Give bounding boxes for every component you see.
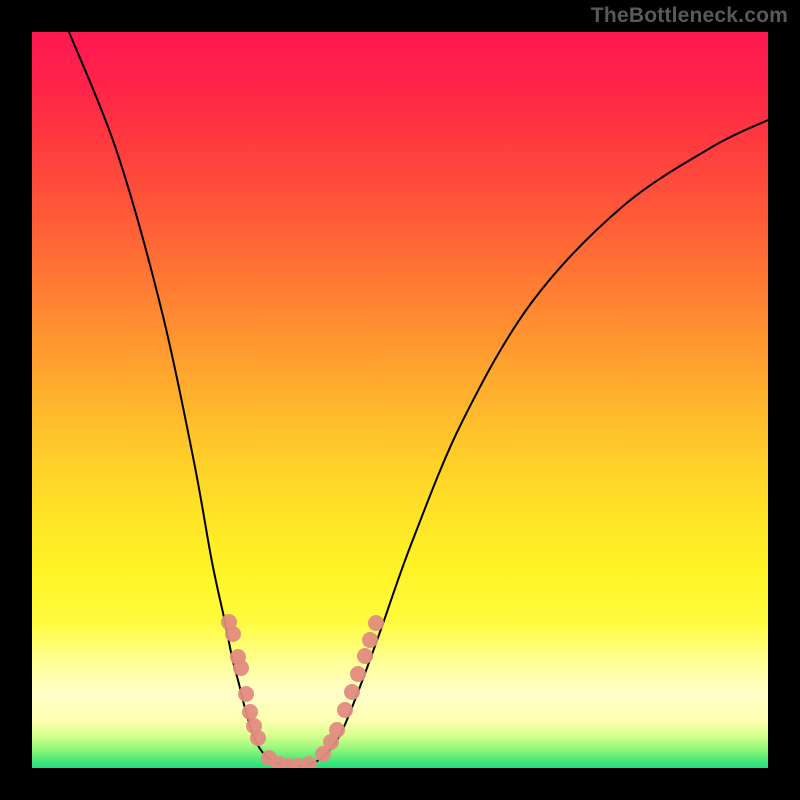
marker-point [344,684,360,700]
outer-frame: TheBottleneck.com [0,0,800,800]
marker-point [368,615,384,631]
marker-point [350,666,366,682]
plot-area [32,32,768,768]
marker-point [250,730,266,746]
marker-point [357,648,373,664]
marker-point [238,686,254,702]
marker-point [337,702,353,718]
plot-svg [32,32,768,768]
marker-point [362,632,378,648]
watermark-text: TheBottleneck.com [591,4,788,28]
marker-point [233,660,249,676]
marker-point [242,704,258,720]
marker-point [329,722,345,738]
marker-point [225,626,241,642]
gradient-background [32,32,768,768]
